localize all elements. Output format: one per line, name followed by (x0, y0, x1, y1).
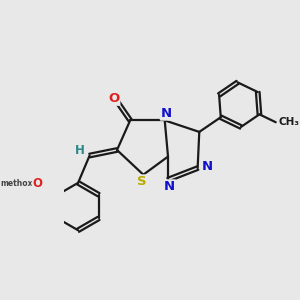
Text: N: N (201, 160, 212, 173)
Text: S: S (137, 176, 146, 188)
Text: O: O (33, 177, 43, 190)
Text: methoxy: methoxy (1, 179, 38, 188)
Text: CH₃: CH₃ (278, 117, 299, 127)
Text: H: H (75, 144, 85, 157)
Text: N: N (161, 106, 172, 120)
Text: N: N (164, 180, 175, 194)
Text: O: O (108, 92, 119, 105)
